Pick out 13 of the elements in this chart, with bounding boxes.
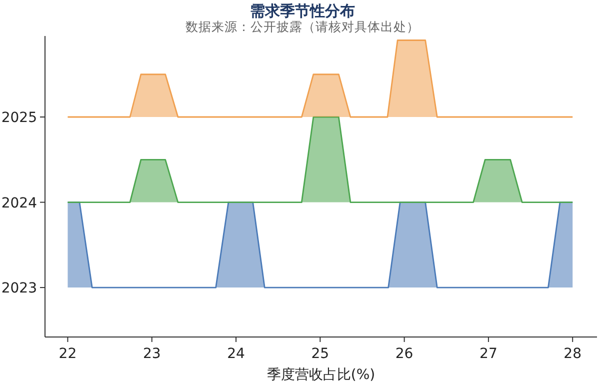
x-tick-label: 27 bbox=[480, 346, 498, 362]
x-tick-label: 23 bbox=[142, 346, 161, 362]
y-tick-label: 2023 bbox=[1, 280, 37, 297]
x-axis-title: 季度营收占比(%) bbox=[266, 367, 376, 383]
x-tick-label: 24 bbox=[227, 346, 246, 362]
x-tick-label: 28 bbox=[564, 346, 582, 362]
y-tick-label: 2025 bbox=[1, 110, 37, 126]
x-tick-label: 26 bbox=[395, 346, 414, 362]
x-tick-label: 25 bbox=[311, 346, 330, 362]
chart-title: 需求季节性分布 bbox=[250, 2, 355, 20]
y-tick-label: 2024 bbox=[1, 195, 38, 212]
x-tick-label: 22 bbox=[58, 346, 77, 362]
chart-subtitle: 数据来源：公开披露（请核对具体出处） bbox=[186, 19, 420, 34]
